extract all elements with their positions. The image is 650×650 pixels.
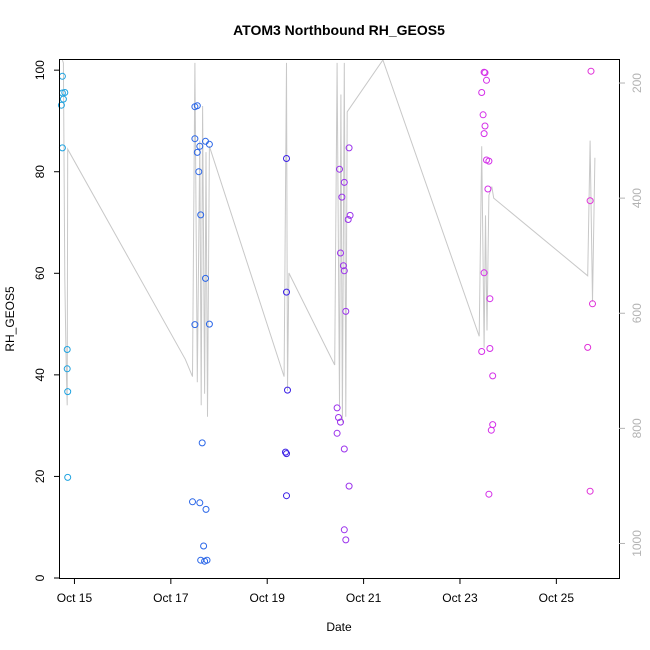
data-point	[340, 445, 348, 453]
data-point	[197, 556, 205, 564]
plot-frame	[59, 59, 620, 579]
x-tick-label: Oct 15	[57, 591, 93, 605]
data-point	[193, 102, 201, 110]
data-point	[57, 101, 65, 109]
data-point	[481, 122, 489, 130]
data-point	[485, 490, 493, 498]
data-point	[587, 67, 595, 75]
data-point	[479, 111, 487, 119]
data-point	[63, 365, 71, 373]
data-point	[478, 89, 486, 96]
data-point	[205, 140, 213, 148]
data-point	[335, 414, 342, 421]
data-point	[193, 148, 201, 156]
data-point	[339, 262, 347, 270]
data-point	[340, 178, 348, 186]
data-point	[205, 320, 213, 328]
data-point	[345, 144, 353, 152]
data-point	[340, 526, 348, 534]
data-point	[333, 404, 341, 412]
data-point	[283, 492, 290, 500]
data-point	[489, 372, 497, 380]
data-point	[197, 211, 205, 219]
data-point	[63, 346, 71, 353]
y-tick-label: 0	[33, 574, 47, 581]
x-tick-label: Oct 25	[539, 591, 575, 605]
data-point	[191, 321, 199, 329]
y-axis: 0 20 40 60 80 100	[33, 60, 60, 581]
right-y-tick-label: 600	[630, 303, 644, 323]
data-point	[196, 142, 204, 150]
data-point	[345, 482, 353, 490]
data-point	[486, 295, 494, 303]
data-point	[64, 473, 72, 481]
data-point	[584, 343, 592, 351]
x-tick-label: Oct 17	[153, 591, 189, 605]
right-y-axis: 200 400 600 800 1000	[619, 73, 644, 557]
data-point	[203, 556, 211, 564]
data-point	[283, 288, 290, 296]
right-y-tick-label: 1000	[630, 530, 644, 557]
data-point	[64, 388, 72, 396]
data-point	[481, 69, 489, 77]
x-tick-label: Oct 21	[346, 591, 382, 605]
data-point	[59, 95, 67, 103]
data-point	[342, 536, 350, 544]
data-point	[195, 168, 203, 176]
x-axis: Oct 15 Oct 17 Oct 19 Oct 21 Oct 23 Oct 25	[57, 578, 575, 605]
data-point	[202, 505, 210, 513]
y-tick-label: 20	[33, 469, 47, 483]
data-point	[284, 386, 291, 394]
data-point	[342, 307, 350, 315]
y-axis-label: RH_GEOS5	[3, 286, 17, 352]
data-point	[58, 72, 66, 80]
pressure-trace-layer	[61, 58, 596, 423]
data-point	[589, 300, 596, 308]
data-point	[336, 165, 343, 173]
right-y-tick-label: 400	[630, 188, 644, 208]
data-point	[202, 274, 209, 282]
data-point	[282, 448, 289, 456]
x-tick-label: Oct 23	[442, 591, 478, 605]
right-y-tick-label: 800	[630, 418, 644, 438]
data-point	[340, 267, 348, 275]
data-point	[333, 429, 341, 437]
data-point	[485, 157, 493, 165]
data-point	[61, 89, 69, 96]
data-point	[58, 144, 66, 152]
data-point	[196, 499, 204, 507]
data-point	[478, 348, 486, 355]
y-tick-label: 60	[33, 266, 47, 280]
data-point	[337, 249, 344, 257]
data-point	[486, 345, 494, 352]
data-point	[198, 439, 206, 447]
data-point	[586, 197, 594, 205]
data-point	[283, 155, 290, 162]
data-point	[283, 450, 290, 458]
data-point	[489, 421, 497, 429]
data-point	[480, 269, 488, 277]
x-tick-label: Oct 19	[250, 591, 286, 605]
y-tick-label: 40	[33, 368, 47, 382]
right-y-tick-label: 200	[630, 73, 644, 93]
x-axis-label: Date	[326, 620, 352, 634]
data-points-layer	[57, 67, 596, 565]
data-point	[337, 418, 344, 426]
y-tick-label: 80	[33, 165, 47, 179]
data-point	[346, 211, 354, 219]
data-point	[189, 498, 196, 506]
data-point	[200, 542, 208, 550]
data-point	[586, 487, 594, 495]
data-point	[338, 193, 346, 201]
data-point	[191, 135, 199, 143]
data-point	[483, 76, 490, 84]
data-point	[480, 130, 488, 138]
data-point	[487, 426, 495, 434]
y-tick-label: 100	[33, 60, 47, 80]
pressure-trace-line	[61, 58, 596, 423]
data-point	[344, 216, 352, 223]
data-point	[484, 185, 492, 193]
chart-title: ATOM3 Northbound RH_GEOS5	[233, 22, 445, 38]
